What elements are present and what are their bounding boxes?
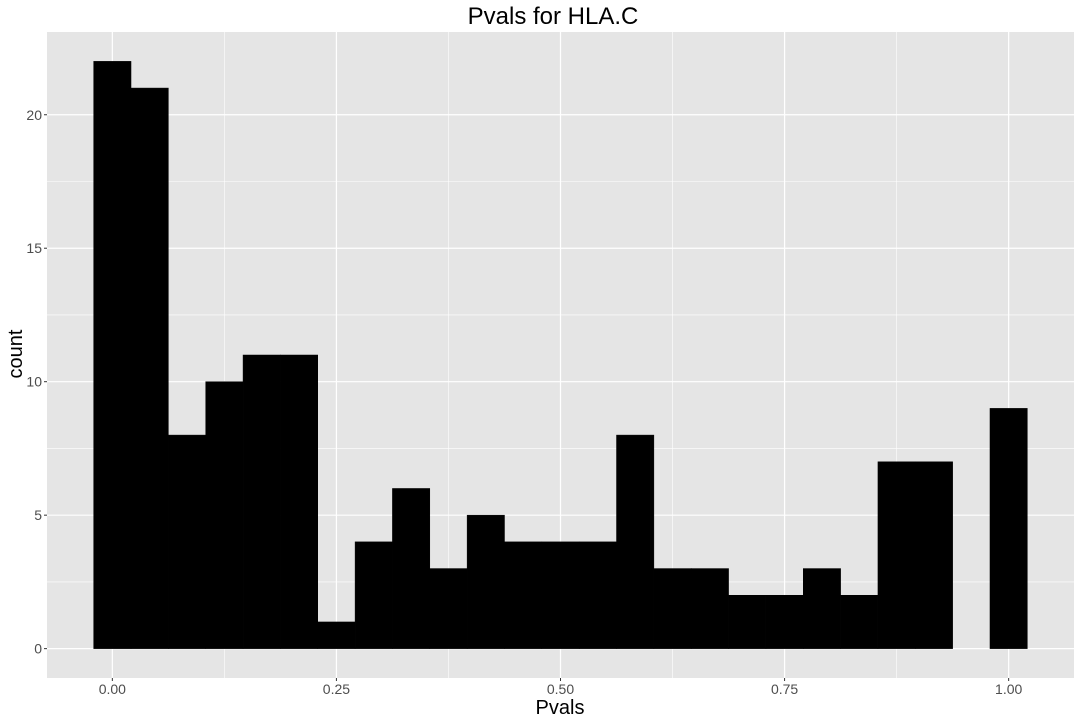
histogram-bar [915, 461, 953, 649]
y-axis-ticks: 0 5 10 15 20 [26, 107, 47, 657]
y-tick-label: 0 [34, 641, 42, 657]
histogram-bar [280, 354, 318, 649]
histogram-bar [130, 87, 169, 649]
x-tick-label: 0.50 [547, 681, 574, 697]
y-tick-label: 20 [26, 107, 42, 123]
histogram-bar [578, 541, 617, 649]
histogram-bar [242, 354, 281, 649]
y-axis-title: count [5, 329, 27, 378]
histogram-bar [429, 568, 468, 649]
x-axis-ticks: 0.00 0.25 0.50 0.75 1.00 [99, 678, 1022, 697]
histogram-bar [205, 381, 244, 649]
histogram-bar [690, 568, 729, 649]
histogram-bar [989, 408, 1028, 649]
y-tick-label: 15 [26, 240, 42, 256]
histogram-bar [840, 594, 879, 649]
histogram-bar [504, 541, 543, 649]
histogram-bar [877, 461, 916, 649]
y-tick-label: 10 [26, 374, 42, 390]
histogram-bar [803, 568, 841, 649]
histogram-bar [765, 594, 804, 649]
histogram-bar [93, 61, 132, 649]
x-tick-label: 0.25 [323, 681, 350, 697]
histogram-bar [354, 541, 393, 649]
x-tick-label: 0.00 [99, 681, 126, 697]
x-tick-label: 0.75 [771, 681, 798, 697]
histogram-bar [466, 514, 505, 649]
x-axis-title: Pvals [536, 697, 585, 719]
x-tick-label: 1.00 [995, 681, 1022, 697]
histogram-bars [93, 61, 1028, 649]
histogram-bar [168, 434, 206, 649]
y-tick-label: 5 [34, 507, 42, 523]
histogram-bar [728, 594, 767, 649]
chart-title: Pvals for HLA.C [468, 3, 639, 30]
histogram-bar [653, 568, 692, 649]
histogram-bar [392, 488, 431, 649]
histogram-bar [541, 541, 580, 649]
histogram-bar [317, 621, 356, 649]
histogram-bar [616, 434, 655, 649]
